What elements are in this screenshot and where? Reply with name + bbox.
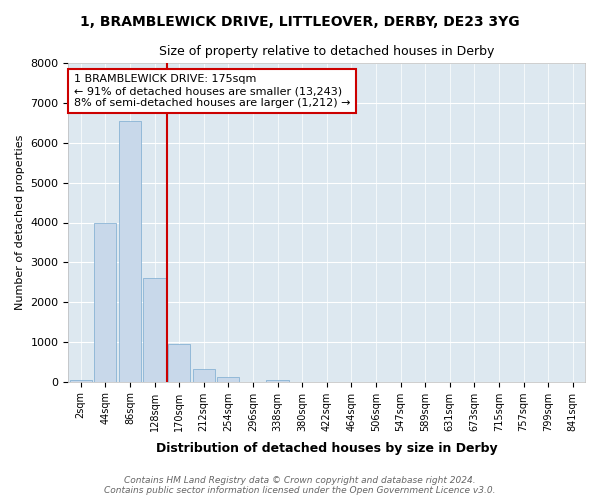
Bar <box>217 377 239 382</box>
Bar <box>70 380 92 382</box>
Bar <box>193 368 215 382</box>
Bar <box>143 278 166 382</box>
Text: 1, BRAMBLEWICK DRIVE, LITTLEOVER, DERBY, DE23 3YG: 1, BRAMBLEWICK DRIVE, LITTLEOVER, DERBY,… <box>80 15 520 29</box>
Bar <box>94 224 116 382</box>
Text: Contains HM Land Registry data © Crown copyright and database right 2024.
Contai: Contains HM Land Registry data © Crown c… <box>104 476 496 495</box>
Bar <box>266 380 289 382</box>
Bar <box>168 344 190 382</box>
Text: 1 BRAMBLEWICK DRIVE: 175sqm
← 91% of detached houses are smaller (13,243)
8% of : 1 BRAMBLEWICK DRIVE: 175sqm ← 91% of det… <box>74 74 350 108</box>
Y-axis label: Number of detached properties: Number of detached properties <box>15 135 25 310</box>
Title: Size of property relative to detached houses in Derby: Size of property relative to detached ho… <box>159 45 494 58</box>
X-axis label: Distribution of detached houses by size in Derby: Distribution of detached houses by size … <box>156 442 497 455</box>
Bar <box>119 121 141 382</box>
